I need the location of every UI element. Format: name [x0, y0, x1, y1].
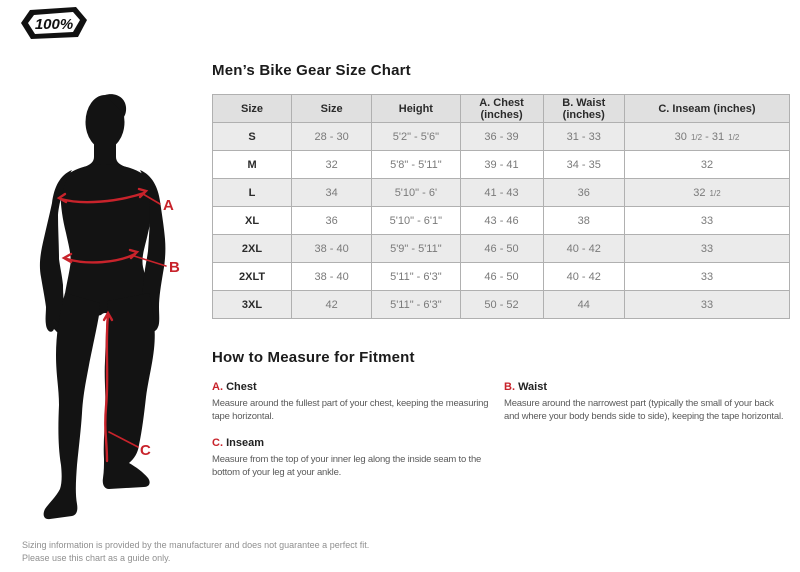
table-cell: 5'9" - 5'11" — [371, 234, 461, 263]
table-cell: 50 - 52 — [459, 290, 544, 319]
table-row: S 28 - 30 5'2" - 5'6" 36 - 39 31 - 33 30 1/2 … — [211, 122, 791, 151]
table-cell: 5'10" - 6' — [371, 178, 461, 207]
measure-letter: C. — [212, 437, 223, 450]
body-silhouette-icon: A B C — [39, 94, 180, 520]
table-cell: 38 — [542, 206, 625, 235]
table-cell: 34 - 35 — [542, 150, 625, 179]
column-header: B. Waist (inches) — [542, 94, 625, 123]
column-header: A. Chest (inches) — [459, 94, 544, 123]
measure-description: Measure around the narrowest part (typic… — [504, 398, 784, 423]
table-cell: 5'2" - 5'6" — [371, 122, 461, 151]
sizing-disclaimer: Sizing information is provided by the ma… — [22, 539, 369, 565]
table-cell: 5'11" - 6'3" — [371, 262, 461, 291]
table-cell: 46 - 50 — [459, 262, 544, 291]
figure-label-b: B — [169, 259, 180, 276]
measurement-figure: A B C — [12, 75, 212, 540]
table-cell: 40 - 42 — [542, 234, 625, 263]
table-cell: 41 - 43 — [459, 178, 544, 207]
table-cell: 5'8" - 5'11" — [371, 150, 461, 179]
measure-item-heading: B. Waist — [504, 381, 790, 393]
table-cell: 32 — [291, 150, 373, 179]
row-size-label: 2XL — [211, 234, 293, 263]
column-header: Height — [371, 94, 461, 123]
measure-item-waist: B. Waist Measure around the narrowest pa… — [504, 381, 790, 423]
table-row: 3XL 42 5'11" - 6'3" 50 - 52 44 33 — [211, 290, 791, 319]
figure-label-c: C — [140, 442, 151, 459]
table-cell: 42 — [291, 290, 373, 319]
table-cell: 36 — [291, 206, 373, 235]
disclaimer-line-2: Please use this chart as a guide only. — [22, 553, 171, 564]
table-cell: 36 - 39 — [459, 122, 544, 151]
size-table-body: S 28 - 30 5'2" - 5'6" 36 - 39 31 - 33 30 1/2 … — [211, 122, 791, 319]
main-content: Men’s Bike Gear Size Chart Size Size Heigh… — [211, 62, 791, 479]
table-cell: 32 1/2 — [623, 178, 791, 207]
measure-grid: A. Chest Measure around the fullest part… — [212, 381, 790, 479]
table-cell: 5'11" - 6'3" — [371, 290, 461, 319]
how-to-measure-title: How to Measure for Fitment — [212, 349, 415, 366]
size-chart-table: Size Size Height A. Chest (inches) B. Waist … — [211, 94, 791, 319]
table-cell: 44 — [542, 290, 625, 319]
table-cell: 32 — [623, 150, 791, 179]
table-cell: 5'10" - 6'1" — [371, 206, 461, 235]
measure-description: Measure around the fullest part of your … — [212, 398, 489, 423]
size-chart-title: Men’s Bike Gear Size Chart — [212, 62, 411, 79]
table-cell: 43 - 46 — [459, 206, 544, 235]
table-cell: 40 - 42 — [542, 262, 625, 291]
column-header: Size — [211, 94, 293, 123]
measure-item-chest: A. Chest Measure around the fullest part… — [212, 381, 504, 423]
table-cell: 33 — [623, 262, 791, 291]
row-size-label: XL — [211, 206, 293, 235]
table-header-row: Size Size Height A. Chest (inches) B. Waist … — [211, 94, 791, 123]
table-row: 2XLT 38 - 40 5'11" - 6'3" 46 - 50 40 - 42 33 — [211, 262, 791, 291]
inseam-measure-line — [104, 313, 110, 463]
hundred-percent-logo-icon: 100% — [21, 7, 87, 39]
row-size-label: L — [211, 178, 293, 207]
table-row: L 34 5'10" - 6' 41 - 43 36 32 1/2 — [211, 178, 791, 207]
table-cell: 31 - 33 — [542, 122, 625, 151]
row-size-label: S — [211, 122, 293, 151]
table-row: 2XL 38 - 40 5'9" - 5'11" 46 - 50 40 - 42 33 — [211, 234, 791, 263]
table-cell: 33 — [623, 234, 791, 263]
measure-name: Inseam — [226, 437, 264, 450]
measure-letter: A. — [212, 381, 223, 393]
table-row: M 32 5'8" - 5'11" 39 - 41 34 - 35 32 — [211, 150, 791, 179]
table-cell: 38 - 40 — [291, 234, 373, 263]
measure-name: Waist — [518, 381, 547, 393]
table-cell: 36 — [542, 178, 625, 207]
row-size-label: M — [211, 150, 293, 179]
table-cell: 33 — [623, 290, 791, 319]
chest-measure-line — [59, 191, 146, 204]
table-cell: 46 - 50 — [459, 234, 544, 263]
table-cell: 38 - 40 — [291, 262, 373, 291]
disclaimer-line-1: Sizing information is provided by the ma… — [22, 540, 370, 550]
measure-item-heading: C. Inseam — [212, 437, 504, 449]
waist-measure-line — [65, 252, 137, 264]
logo-text: 100% — [35, 16, 73, 33]
table-cell: 28 - 30 — [291, 122, 373, 151]
table-row: XL 36 5'10" - 6'1" 43 - 46 38 33 — [211, 206, 791, 235]
table-cell: 33 — [623, 206, 791, 235]
how-to-measure-section: How to Measure for Fitment A. Chest Meas… — [212, 349, 790, 479]
measure-letter: B. — [504, 381, 515, 393]
row-size-label: 3XL — [211, 290, 293, 319]
table-cell: 34 — [291, 178, 373, 207]
measure-name: Chest — [226, 381, 257, 393]
column-header: C. Inseam (inches) — [623, 94, 791, 123]
table-cell: 30 1/2 - 31 1/2 — [623, 122, 791, 151]
figure-label-a: A — [163, 197, 174, 214]
measure-item-inseam: C. Inseam Measure from the top of your i… — [212, 437, 504, 479]
measure-description: Measure from the top of your inner leg a… — [212, 454, 482, 479]
column-header: Size — [291, 94, 373, 123]
brand-logo: 100% — [21, 7, 87, 46]
measure-item-heading: A. Chest — [212, 381, 504, 393]
row-size-label: 2XLT — [211, 262, 293, 291]
table-cell: 39 - 41 — [459, 150, 544, 179]
